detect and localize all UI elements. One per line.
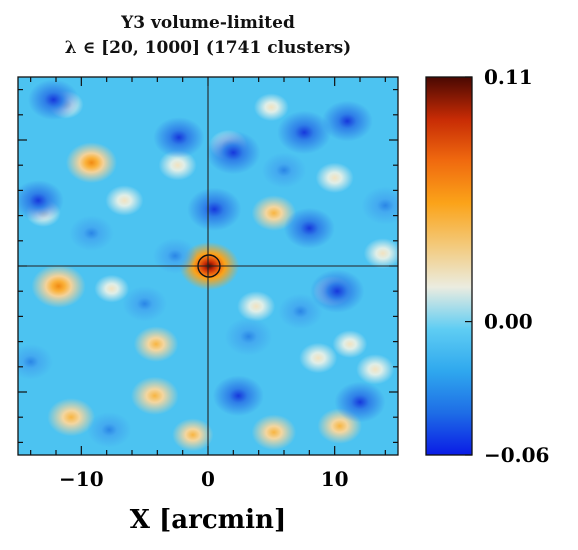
heatmap-feature <box>361 186 398 225</box>
heatmap-feature <box>31 264 86 308</box>
heatmap-feature <box>27 79 79 121</box>
heatmap-feature <box>172 418 214 452</box>
heatmap-feature <box>122 286 167 322</box>
heatmap-feature <box>224 317 273 356</box>
heatmap-feature <box>133 326 179 362</box>
plot-frame <box>17 76 399 456</box>
heatmap-feature <box>47 398 96 437</box>
heatmap-feature <box>315 162 354 193</box>
heatmap-feature <box>18 180 64 221</box>
colorbar-tick-label: 0.11 <box>484 65 533 89</box>
heatmap-feature <box>65 142 117 184</box>
heatmap-feature <box>206 130 261 175</box>
colorbar-bar <box>425 76 473 456</box>
x-axis-label: X [arcmin] <box>130 505 287 535</box>
heatmap-feature <box>94 274 130 303</box>
heatmap-feature <box>277 110 332 155</box>
heatmap-feature <box>130 376 179 415</box>
heatmap-feature <box>86 412 132 448</box>
x-tick-label: 0 <box>201 467 215 491</box>
heatmap-feature <box>310 269 365 313</box>
x-tick-label: 10 <box>321 467 349 491</box>
heatmap-feature <box>332 330 368 359</box>
heatmap-feature <box>251 195 297 231</box>
colorbar-tick-label: −0.06 <box>484 443 549 467</box>
colorbar: 0.11 0.00 −0.06 <box>425 65 549 467</box>
heatmap-feature <box>334 381 386 423</box>
heatmap-feature <box>18 343 53 380</box>
colorbar-tick-label: 0.00 <box>484 310 533 334</box>
heatmap-feature <box>158 150 197 181</box>
heatmap-feature <box>152 238 198 274</box>
heatmap-feature <box>299 342 338 374</box>
heatmap-feature <box>187 187 242 231</box>
heatmap-feature <box>363 238 398 269</box>
heatmap-feature <box>212 375 264 417</box>
heatmap-feature <box>105 185 144 216</box>
heatmap-feature <box>261 152 307 189</box>
heatmap-feature <box>356 354 395 385</box>
heatmap-feature <box>278 293 323 330</box>
heatmap-feature <box>69 215 114 252</box>
heatmap-feature <box>237 291 276 322</box>
chart-subtitle: λ ∈ [20, 1000] (1741 clusters) <box>64 38 352 58</box>
heatmap-feature <box>251 414 297 451</box>
heatmap-feature <box>153 117 205 158</box>
chart-title: Y3 volume-limited <box>121 13 295 33</box>
x-tick-label: −10 <box>59 467 104 491</box>
x-axis-ticks: −10 0 10 <box>30 77 386 491</box>
heatmap-feature <box>283 207 335 249</box>
heatmap-feature <box>253 93 289 122</box>
heatmap-feature <box>321 100 373 142</box>
